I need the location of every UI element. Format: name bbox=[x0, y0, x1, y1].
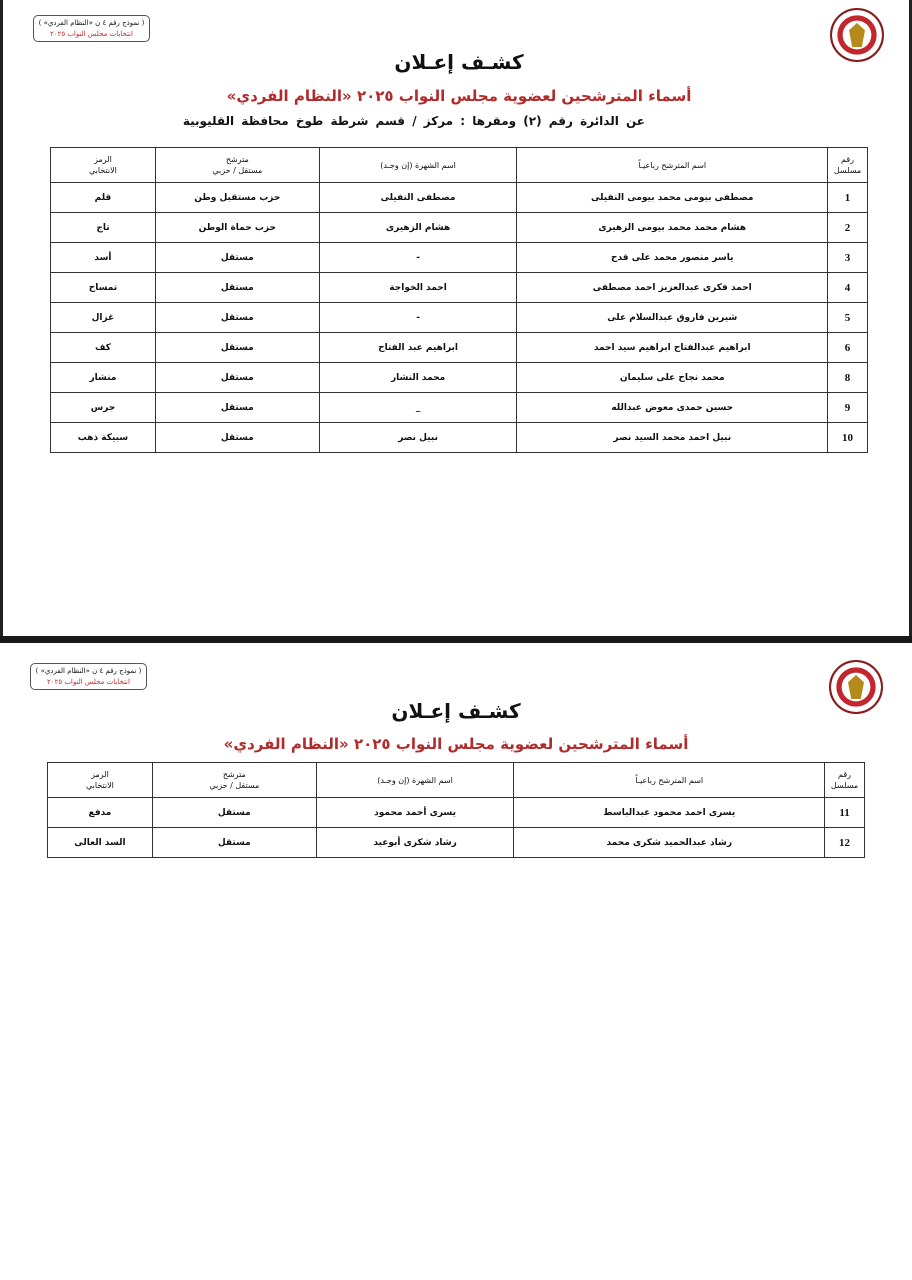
serial-cell: 12 bbox=[824, 827, 865, 858]
serial-cell: 6 bbox=[827, 332, 868, 363]
header-name: اسم المترشح رباعيـاً bbox=[516, 147, 829, 183]
form-label-line2: انتخابات مجلس النواب ٢٠٢٥ bbox=[47, 678, 130, 686]
name-cell: ياسر منصور محمد على قدح bbox=[516, 242, 829, 273]
type-cell: مستقل bbox=[151, 797, 317, 828]
form-label-box: ( نموذج رقم ٤ ن «النظام الفردي» ) انتخاب… bbox=[33, 15, 150, 42]
candidates-table: رقم مسلسل اسم المترشح رباعيـاً اسم الشهرة… bbox=[47, 762, 865, 858]
table-row: 4 احمد فكرى عبدالعزيز احمد مصطفى احمد الخو… bbox=[50, 272, 868, 303]
page-subtitle: أسماء المترشحين لعضوية مجلس النواب ٢٠٢٥ … bbox=[226, 87, 692, 105]
symbol-cell: جرس bbox=[50, 392, 156, 423]
symbol-cell: قلم bbox=[50, 182, 156, 213]
symbol-cell: تمساح bbox=[50, 272, 156, 303]
table-row: 1 مصطفى بيومى محمد بيومى النفيلى مصطفى الن… bbox=[50, 182, 868, 213]
table-row: 6 ابراهيم عبدالفتاح ابراهيم سيد احمد ابراه… bbox=[50, 332, 868, 363]
type-cell: مستقل bbox=[154, 422, 320, 453]
symbol-cell: غزال bbox=[50, 302, 156, 333]
type-cell: مستقل bbox=[154, 332, 320, 363]
nickname-cell: يسرى أحمد محمود bbox=[315, 797, 515, 828]
page-2: ( نموذج رقم ٤ ن «النظام الفردي» ) انتخاب… bbox=[0, 643, 912, 1280]
symbol-cell: منشار bbox=[50, 362, 156, 393]
type-cell: مستقل bbox=[154, 302, 320, 333]
type-cell: مستقل bbox=[154, 362, 320, 393]
form-label-line1: ( نموذج رقم ٤ ن «النظام الفردي» ) bbox=[38, 19, 145, 27]
header-nickname: اسم الشهرة (إن وجـد) bbox=[315, 762, 515, 798]
header-serial: رقم مسلسل bbox=[827, 147, 868, 183]
nickname-cell: - bbox=[318, 242, 518, 273]
eagle-icon bbox=[848, 675, 864, 699]
page-title: كشـف إعـلان bbox=[394, 50, 524, 74]
nickname-cell: مصطفى النفيلى bbox=[318, 182, 518, 213]
symbol-cell: سبيكة ذهب bbox=[50, 422, 156, 453]
header-nickname: اسم الشهرة (إن وجـد) bbox=[318, 147, 518, 183]
form-label-line2: انتخابات مجلس النواب ٢٠٢٥ bbox=[50, 30, 133, 38]
serial-cell: 10 bbox=[827, 422, 868, 453]
table-row: 9 حسين حمدى معوض عبدالله _ مستقل جرس bbox=[50, 392, 868, 423]
type-cell: مستقل bbox=[154, 272, 320, 303]
serial-cell: 5 bbox=[827, 302, 868, 333]
nickname-cell: احمد الخواجة bbox=[318, 272, 518, 303]
nickname-cell: _ bbox=[318, 392, 518, 423]
name-cell: نبيل احمد محمد السيد نصر bbox=[516, 422, 829, 453]
candidates-table: رقم مسلسل اسم المترشح رباعيـاً اسم الشهرة… bbox=[50, 147, 868, 453]
emblem-logo bbox=[829, 660, 883, 714]
form-label-line1: ( نموذج رقم ٤ ن «النظام الفردي» ) bbox=[35, 667, 142, 675]
table-row: 5 شيرين فاروق عبدالسلام على - مستقل غزال bbox=[50, 302, 868, 333]
serial-cell: 1 bbox=[827, 182, 868, 213]
page-1: ( نموذج رقم ٤ ن «النظام الفردي» ) انتخاب… bbox=[0, 0, 912, 636]
symbol-cell: كف bbox=[50, 332, 156, 363]
table-header: رقم مسلسل اسم المترشح رباعيـاً اسم الشهرة… bbox=[50, 147, 868, 183]
name-cell: احمد فكرى عبدالعزيز احمد مصطفى bbox=[516, 272, 829, 303]
type-cell: حزب حماة الوطن bbox=[154, 212, 320, 243]
table-row: 2 هشام محمد محمد بيومى الزهيرى هشام الزهير… bbox=[50, 212, 868, 243]
page-separator bbox=[0, 636, 912, 643]
eagle-icon bbox=[849, 23, 865, 47]
nickname-cell: - bbox=[318, 302, 518, 333]
symbol-cell: السد العالى bbox=[47, 827, 153, 858]
nickname-cell: نبيل نصر bbox=[318, 422, 518, 453]
serial-cell: 3 bbox=[827, 242, 868, 273]
type-cell: مستقل bbox=[154, 392, 320, 423]
table-row: 11 يسرى احمد محمود عبدالباسط يسرى أحمد محم… bbox=[47, 797, 865, 828]
page-subtitle: أسماء المترشحين لعضوية مجلس النواب ٢٠٢٥ … bbox=[223, 735, 689, 753]
header-name: اسم المترشح رباعيـاً bbox=[513, 762, 826, 798]
symbol-cell: مدفع bbox=[47, 797, 153, 828]
name-cell: مصطفى بيومى محمد بيومى النفيلى bbox=[516, 182, 829, 213]
page-title: كشـف إعـلان bbox=[391, 699, 521, 723]
name-cell: ابراهيم عبدالفتاح ابراهيم سيد احمد bbox=[516, 332, 829, 363]
table-row: 12 رشاد عبدالحميد شكرى محمد رشاد شكرى أبوع… bbox=[47, 827, 865, 858]
header-symbol: الرمز الانتخابي bbox=[50, 147, 156, 183]
name-cell: رشاد عبدالحميد شكرى محمد bbox=[513, 827, 826, 858]
district-line: عن الدائرة رقم (٢) ومقرها : مركز / قسم ش… bbox=[182, 114, 645, 128]
header-type: مترشح مستقل / حزبي bbox=[154, 147, 320, 183]
serial-cell: 2 bbox=[827, 212, 868, 243]
table-row: 3 ياسر منصور محمد على قدح - مستقل أسد bbox=[50, 242, 868, 273]
name-cell: يسرى احمد محمود عبدالباسط bbox=[513, 797, 826, 828]
table-row: 8 محمد نجاح على سليمان محمد النشار مستقل منش… bbox=[50, 362, 868, 393]
header-serial: رقم مسلسل bbox=[824, 762, 865, 798]
type-cell: مستقل bbox=[154, 242, 320, 273]
nickname-cell: هشام الزهيرى bbox=[318, 212, 518, 243]
name-cell: هشام محمد محمد بيومى الزهيرى bbox=[516, 212, 829, 243]
serial-cell: 4 bbox=[827, 272, 868, 303]
type-cell: حزب مستقبل وطن bbox=[154, 182, 320, 213]
nickname-cell: رشاد شكرى أبوعيد bbox=[315, 827, 515, 858]
type-cell: مستقل bbox=[151, 827, 317, 858]
form-label-box: ( نموذج رقم ٤ ن «النظام الفردي» ) انتخاب… bbox=[30, 663, 147, 690]
serial-cell: 11 bbox=[824, 797, 865, 828]
header-type: مترشح مستقل / حزبي bbox=[151, 762, 317, 798]
table-row: 10 نبيل احمد محمد السيد نصر نبيل نصر مستقل س… bbox=[50, 422, 868, 453]
header-symbol: الرمز الانتخابي bbox=[47, 762, 153, 798]
serial-cell: 9 bbox=[827, 392, 868, 423]
nickname-cell: ابراهيم عبد الفتاح bbox=[318, 332, 518, 363]
symbol-cell: تاج bbox=[50, 212, 156, 243]
serial-cell: 8 bbox=[827, 362, 868, 393]
name-cell: شيرين فاروق عبدالسلام على bbox=[516, 302, 829, 333]
symbol-cell: أسد bbox=[50, 242, 156, 273]
nickname-cell: محمد النشار bbox=[318, 362, 518, 393]
emblem-logo bbox=[830, 8, 884, 62]
name-cell: حسين حمدى معوض عبدالله bbox=[516, 392, 829, 423]
name-cell: محمد نجاح على سليمان bbox=[516, 362, 829, 393]
table-header: رقم مسلسل اسم المترشح رباعيـاً اسم الشهرة… bbox=[47, 762, 865, 798]
